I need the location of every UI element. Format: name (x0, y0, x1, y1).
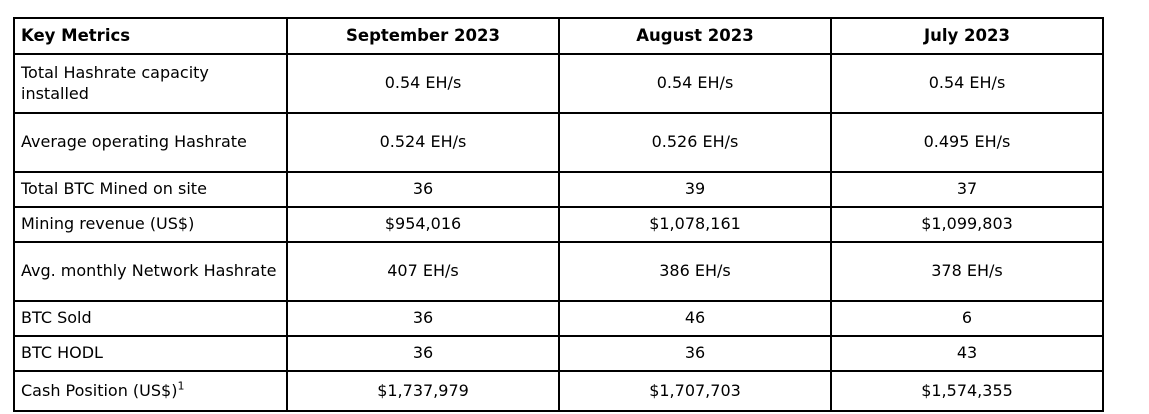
column-header-august-2023: August 2023 (558, 17, 832, 55)
metric-value: 378 EH/s (830, 241, 1104, 302)
metric-value: 0.495 EH/s (830, 112, 1104, 173)
metric-value: 0.526 EH/s (558, 112, 832, 173)
metric-label: Total Hashrate capacity installed (13, 53, 288, 114)
table-row: Avg. monthly Network Hashrate 407 EH/s 386… (13, 241, 1104, 302)
metric-value: 0.524 EH/s (286, 112, 560, 173)
table-row: Mining revenue (US$) $954,016 $1,078,161 $1… (13, 206, 1104, 243)
metric-label: Avg. monthly Network Hashrate (13, 241, 288, 302)
metric-value: $1,737,979 (286, 370, 560, 412)
table-row: Cash Position (US$)1 $1,737,979 $1,707,703… (13, 370, 1104, 412)
metric-value: 36 (286, 335, 560, 372)
metric-value: 6 (830, 300, 1104, 337)
column-header-key-metrics: Key Metrics (13, 17, 288, 55)
metric-label: Average operating Hashrate (13, 112, 288, 173)
metric-value: $1,574,355 (830, 370, 1104, 412)
metric-value: 39 (558, 171, 832, 208)
metric-value: 407 EH/s (286, 241, 560, 302)
key-metrics-table: Key Metrics September 2023 August 2023 J… (13, 17, 1104, 412)
table-row: Total BTC Mined on site 36 39 37 (13, 171, 1104, 208)
metric-label: BTC HODL (13, 335, 288, 372)
metric-value: $1,078,161 (558, 206, 832, 243)
metric-value: 0.54 EH/s (830, 53, 1104, 114)
metric-value: $1,099,803 (830, 206, 1104, 243)
table-header-row: Key Metrics September 2023 August 2023 J… (13, 17, 1104, 55)
metric-value: 46 (558, 300, 832, 337)
metric-label: Cash Position (US$)1 (13, 370, 288, 412)
table-row: BTC Sold 36 46 6 (13, 300, 1104, 337)
metric-value: 36 (558, 335, 832, 372)
metrics-table-body: Total Hashrate capacity installed 0.54 EH… (13, 53, 1104, 412)
metric-value: 36 (286, 300, 560, 337)
table-row: BTC HODL 36 36 43 (13, 335, 1104, 372)
metric-value: $954,016 (286, 206, 560, 243)
metric-label: Mining revenue (US$) (13, 206, 288, 243)
metric-label: BTC Sold (13, 300, 288, 337)
metric-value: 386 EH/s (558, 241, 832, 302)
metric-value: 0.54 EH/s (286, 53, 560, 114)
metric-value: 0.54 EH/s (558, 53, 832, 114)
metric-value: 37 (830, 171, 1104, 208)
metric-value: 36 (286, 171, 560, 208)
column-header-july-2023: July 2023 (830, 17, 1104, 55)
footnote-marker: 1 (177, 379, 185, 393)
metric-value: $1,707,703 (558, 370, 832, 412)
table-row: Total Hashrate capacity installed 0.54 EH… (13, 53, 1104, 114)
metric-label: Total BTC Mined on site (13, 171, 288, 208)
column-header-september-2023: September 2023 (286, 17, 560, 55)
table-row: Average operating Hashrate 0.524 EH/s 0.52… (13, 112, 1104, 173)
metric-value: 43 (830, 335, 1104, 372)
